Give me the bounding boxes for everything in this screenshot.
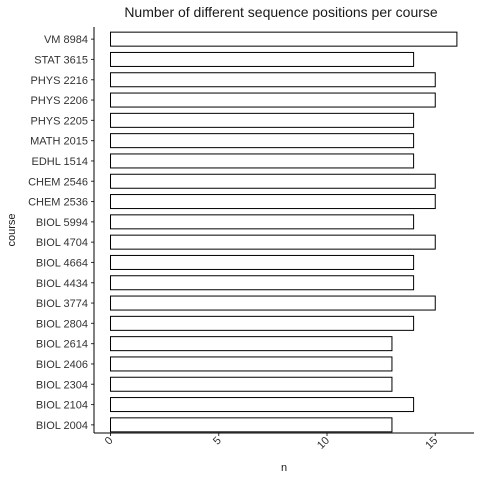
bar-biol-2304 (110, 376, 393, 392)
bar-chem-2536 (110, 194, 436, 210)
x-tick-label: 0 (103, 435, 116, 448)
y-tick-label: BIOL 4664 (36, 257, 88, 269)
bar-biol-4704 (110, 234, 436, 250)
y-tick-label: BIOL 2804 (36, 318, 88, 330)
x-axis-title: n (281, 462, 287, 474)
y-tick-label: MATH 2015 (30, 136, 88, 148)
y-tick-label: BIOL 2304 (36, 379, 88, 391)
y-axis-title: course (6, 213, 18, 246)
y-tick-label: PHYS 2205 (31, 115, 88, 127)
y-tick-label: BIOL 4434 (36, 278, 88, 290)
x-tick-label: 10 (315, 435, 332, 452)
bar-phys-2205 (110, 112, 415, 128)
y-tick-label: CHEM 2536 (28, 197, 88, 209)
bar-biol-2406 (110, 356, 393, 372)
bar-biol-4664 (110, 254, 415, 270)
y-tick-label: EDHL 1514 (32, 156, 88, 168)
x-tick-label: 15 (423, 435, 440, 452)
bars-group (110, 31, 458, 433)
bar-biol-5994 (110, 214, 415, 230)
y-tick-label: BIOL 2104 (36, 400, 88, 412)
y-tick-label: PHYS 2216 (31, 75, 88, 87)
y-tick-label: BIOL 4704 (36, 237, 88, 249)
y-axis-ticks: VM 8984 STAT 3615 PHYS 2216 PHYS 2206 PHYS 2… (28, 34, 94, 432)
bar-biol-2614 (110, 336, 393, 352)
y-tick-label: BIOL 3774 (36, 298, 88, 310)
bar-math-2015 (110, 133, 415, 149)
bar-vm-8984 (110, 31, 458, 47)
y-tick-label: BIOL 2406 (36, 359, 88, 371)
y-tick-label: BIOL 2004 (36, 420, 88, 432)
x-tick-label: 5 (211, 435, 224, 448)
y-tick-label: PHYS 2206 (31, 95, 88, 107)
bar-phys-2216 (110, 72, 436, 88)
bar-phys-2206 (110, 92, 436, 108)
bar-biol-4434 (110, 275, 415, 291)
bar-biol-2004 (110, 417, 393, 433)
bar-chem-2546 (110, 173, 436, 189)
bar-biol-2104 (110, 397, 415, 413)
chart-title: Number of different sequence positions p… (124, 4, 438, 20)
y-tick-label: VM 8984 (44, 34, 88, 46)
y-tick-label: BIOL 2614 (36, 339, 88, 351)
x-axis-ticks: 0 5 10 15 (103, 433, 440, 452)
y-tick-label: STAT 3615 (34, 54, 88, 66)
bar-stat-3615 (110, 51, 415, 67)
y-tick-label: CHEM 2546 (28, 176, 88, 188)
bar-edhl-1514 (110, 153, 415, 169)
y-tick-label: BIOL 5994 (36, 217, 88, 229)
bar-biol-3774 (110, 295, 436, 311)
bar-biol-2804 (110, 315, 415, 331)
